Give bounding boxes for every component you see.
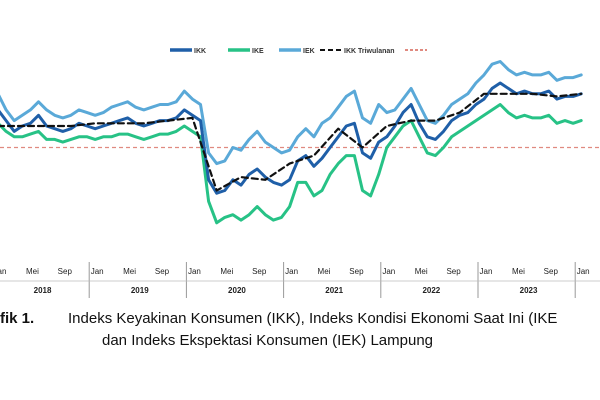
series-line-ike <box>0 103 583 225</box>
x-tick-label: Mei <box>123 267 136 276</box>
year-label: 2023 <box>520 286 538 295</box>
legend: IKK IKE IEK IKK Triwulanan <box>170 48 427 55</box>
caption-number: fik 1. <box>0 310 35 327</box>
series-line-ikk <box>0 81 583 195</box>
x-tick-label: Mei <box>512 267 525 276</box>
x-tick-label: Sep <box>155 267 170 276</box>
legend-item-iek: IEK <box>279 48 315 55</box>
x-tick-label: Sep <box>58 267 73 276</box>
x-tick-label: Jan <box>480 267 493 276</box>
figure-caption: fik 1. Indeks Keyakinan Konsumen (IKK), … <box>0 308 600 358</box>
x-tick-label: Mei <box>318 267 331 276</box>
series-line-ikk-triwulanan <box>0 92 583 192</box>
x-tick-label: Mei <box>26 267 39 276</box>
legend-label: IKK <box>194 48 206 55</box>
caption-line-1: Indeks Keyakinan Konsumen (IKK), Indeks … <box>68 310 558 327</box>
x-tick-label: Jan <box>577 267 590 276</box>
series-layer <box>0 60 583 225</box>
year-label: 2018 <box>34 286 52 295</box>
x-tick-label: Mei <box>220 267 233 276</box>
legend-label: IKE <box>252 48 264 55</box>
x-axis: Jan Mei Sep Jan Mei Sep Jan Mei Sep Jan Mei Sep Jan M… <box>0 262 600 298</box>
chart: IKK IKE IEK IKK Triwulanan Jan Mei Sep Jan Mei S… <box>0 48 600 298</box>
x-tick-label: Jan <box>382 267 395 276</box>
x-tick-label: Sep <box>349 267 364 276</box>
year-label: 2022 <box>422 286 440 295</box>
x-tick-label: Jan <box>91 267 104 276</box>
x-tick-label: Sep <box>544 267 559 276</box>
year-label: 2020 <box>228 286 246 295</box>
legend-item-ikk-triwulanan: IKK Triwulanan <box>320 48 395 55</box>
legend-label: IKK Triwulanan <box>344 48 395 55</box>
year-label: 2021 <box>325 286 343 295</box>
x-tick-label: Jan <box>285 267 298 276</box>
x-tick-label: Sep <box>446 267 461 276</box>
x-tick-label: Jan <box>188 267 201 276</box>
legend-item-ike: IKE <box>228 48 264 55</box>
caption-line-2: dan Indeks Ekspektasi Konsumen (IEK) Lam… <box>102 332 434 349</box>
legend-item-ikk: IKK <box>170 48 206 55</box>
x-tick-label: Mei <box>415 267 428 276</box>
year-label: 2019 <box>131 286 149 295</box>
legend-label: IEK <box>303 48 315 55</box>
x-tick-label: Jan <box>0 267 6 276</box>
series-line-iek <box>0 60 583 166</box>
x-tick-label: Sep <box>252 267 267 276</box>
